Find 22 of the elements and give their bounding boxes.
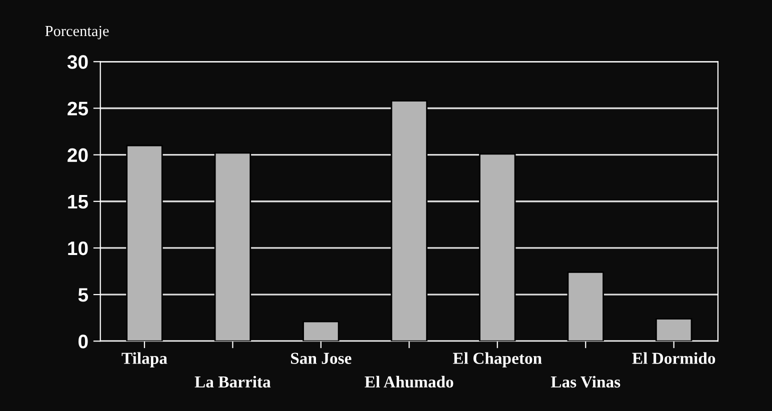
- y-tick-label: 10: [68, 241, 88, 256]
- bar: [479, 153, 516, 342]
- bar: [656, 318, 692, 342]
- y-tick-label: 25: [68, 102, 88, 116]
- x-tick-label: La Barrita: [194, 376, 271, 388]
- x-tick-label: Tilapa: [122, 352, 168, 368]
- y-tick-label: 5: [78, 288, 88, 302]
- x-tick-label: El Dormido: [632, 352, 716, 364]
- x-tick-label: El Chapeton: [452, 352, 542, 368]
- bar: [390, 100, 428, 342]
- bar: [126, 144, 163, 342]
- bar: [214, 152, 252, 342]
- y-axis-title: Porcentaje: [45, 26, 109, 40]
- x-tick-label: El Ahumado: [364, 376, 454, 388]
- bar: [567, 271, 604, 342]
- x-tick-label: Las Vinas: [550, 376, 620, 388]
- x-tick-label: San Jose: [291, 352, 352, 364]
- y-tick-label: 20: [68, 148, 88, 162]
- y-tick-label: 15: [68, 195, 88, 209]
- y-tick-label: 0: [78, 334, 88, 348]
- bar: [302, 320, 340, 342]
- y-tick-label: 30: [67, 55, 88, 69]
